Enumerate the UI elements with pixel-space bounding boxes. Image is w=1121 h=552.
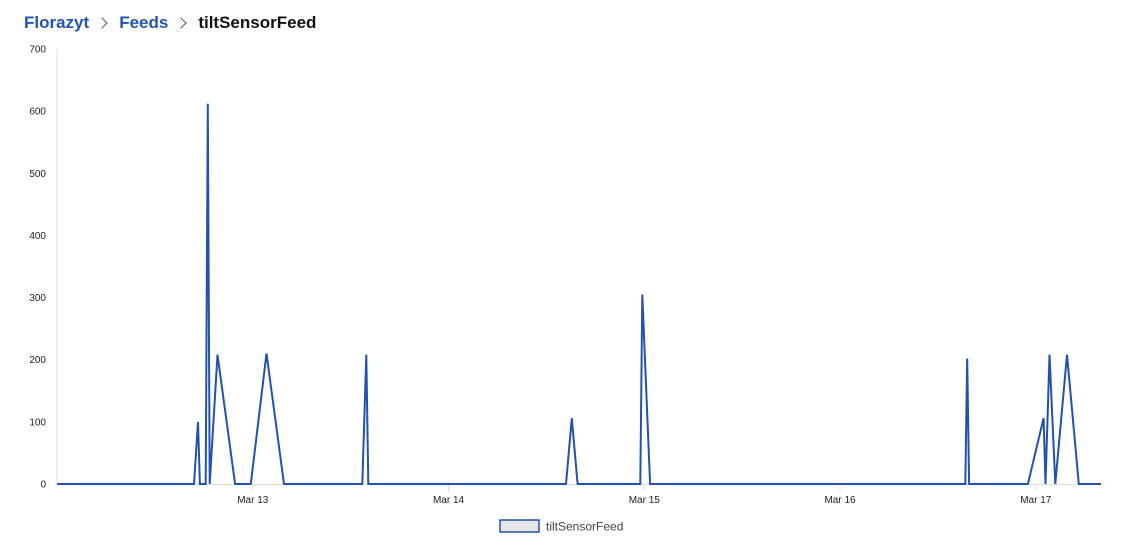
x-tick-label: Mar 14: [433, 495, 465, 506]
y-tick-label: 600: [29, 107, 46, 118]
breadcrumb-link-feeds[interactable]: Feeds: [119, 13, 169, 32]
breadcrumb: Florazyt Feeds tiltSensorFeed: [24, 11, 316, 35]
page-title: tiltSensorFeed: [198, 13, 317, 32]
x-tick-label: Mar 17: [1020, 495, 1052, 506]
y-tick-label: 500: [29, 169, 46, 180]
breadcrumb-link-florazyt[interactable]: Florazyt: [24, 13, 90, 32]
legend-label[interactable]: tiltSensorFeed: [546, 520, 623, 534]
x-axis: Mar 13 Mar 14 Mar 15 Mar 16 Mar 17: [57, 484, 1101, 506]
y-tick-label: 700: [29, 45, 46, 56]
y-tick-label: 100: [29, 417, 46, 428]
y-tick-label: 200: [29, 355, 46, 366]
x-tick-label: Mar 16: [824, 495, 856, 506]
series-line: [57, 103, 1101, 485]
legend-swatch[interactable]: [499, 519, 540, 533]
y-tick-label: 300: [29, 293, 46, 304]
y-tick-label: 400: [29, 231, 46, 242]
x-tick-label: Mar 13: [237, 495, 269, 506]
x-tick-label: Mar 15: [629, 495, 661, 506]
series-layer: [57, 103, 1101, 485]
legend[interactable]: tiltSensorFeed: [499, 519, 623, 534]
y-axis: 0 100 200 300 400 500 600 700: [29, 45, 58, 491]
y-tick-label: 0: [40, 480, 46, 491]
